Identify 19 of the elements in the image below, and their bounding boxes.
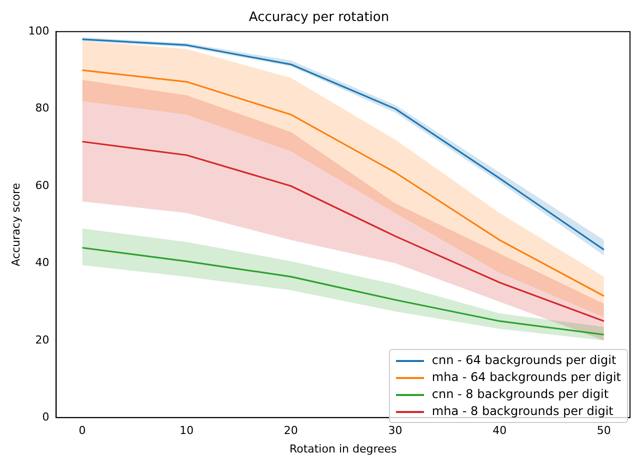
y-axis-title: Accuracy score: [9, 182, 22, 266]
x-axis-title: Rotation in degrees: [289, 442, 398, 456]
y-tick-label: 60: [35, 178, 50, 192]
x-tick-label: 50: [596, 424, 611, 438]
y-tick-label: 40: [35, 256, 50, 270]
x-tick-label: 40: [492, 424, 507, 438]
legend-label: cnn - 8 backgrounds per digit: [432, 386, 609, 403]
y-tick-label: 100: [28, 24, 50, 38]
x-tick-label: 30: [388, 424, 402, 438]
legend-label: cnn - 64 backgrounds per digit: [432, 352, 616, 369]
y-tick-label: 80: [35, 102, 50, 115]
legend-label: mha - 64 backgrounds per digit: [432, 369, 621, 386]
x-tick-label: 20: [284, 424, 298, 438]
y-tick-label: 20: [35, 333, 50, 346]
legend-label: mha - 8 backgrounds per digit: [432, 403, 614, 420]
y-tick-label: 0: [42, 410, 50, 424]
x-tick-label: 10: [180, 424, 194, 438]
chart-title: Accuracy per rotation: [248, 10, 390, 26]
x-tick-label: 0: [78, 424, 86, 438]
